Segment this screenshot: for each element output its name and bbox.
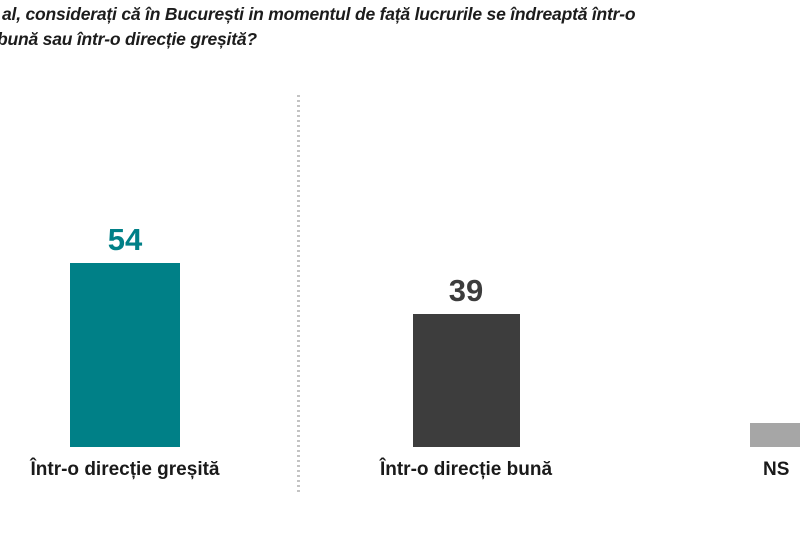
bar-ns — [750, 423, 800, 447]
bar-wrong-direction — [70, 263, 180, 447]
question-title-line-2: bună sau într-o direcție greșită? — [0, 29, 257, 49]
bar-value-label: 54 — [107, 222, 143, 257]
category-label-wrong-direction: Într-o direcție greșită — [30, 459, 220, 480]
bar-good-direction — [413, 314, 520, 447]
question-title-line-1: al, considerați că în București in momen… — [2, 4, 636, 24]
dotted-separator-line — [297, 95, 300, 493]
bar-value-label: 39 — [448, 273, 484, 308]
category-label-good-direction: Într-o direcție bună — [379, 459, 553, 480]
category-label-ns: NS — [763, 459, 790, 480]
